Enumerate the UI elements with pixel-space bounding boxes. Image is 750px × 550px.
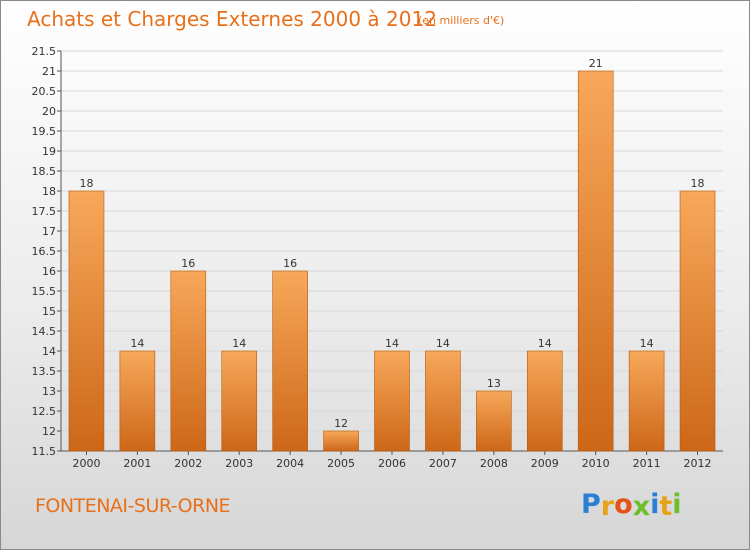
logo-letter: x: [632, 491, 651, 522]
chart-subtitle: (en milliers d'€): [418, 14, 505, 27]
y-tick-label: 14: [42, 345, 56, 358]
logo-letter: r: [600, 491, 615, 522]
y-tick-label: 21.5: [32, 45, 57, 58]
bar-layer: [68, 70, 716, 452]
x-tick-label: 2005: [327, 457, 355, 470]
y-tick-label: 16.5: [32, 245, 57, 258]
bar: [425, 350, 461, 452]
y-tick-label: 18: [42, 185, 56, 198]
bar-value-label: 14: [385, 337, 399, 350]
bar: [323, 430, 359, 452]
y-tick-label: 17: [42, 225, 56, 238]
proxiti-logo: Proxiti: [581, 489, 682, 522]
y-tick-label: 19.5: [32, 125, 57, 138]
y-tick-label: 15.5: [32, 285, 57, 298]
bar: [374, 350, 410, 452]
bar: [577, 70, 614, 452]
bar-value-label: 14: [232, 337, 246, 350]
y-tick-label: 16: [42, 265, 56, 278]
logo-letter: P: [581, 489, 601, 520]
x-tick-label: 2010: [582, 457, 610, 470]
label-layer: 18 2000 14 2001 16 2002 14 2003 16 2004 12 2005 14 20…: [72, 57, 711, 470]
bar: [119, 350, 156, 452]
bar: [526, 350, 563, 452]
y-tick-label: 13.5: [32, 365, 57, 378]
bar: [68, 190, 105, 452]
x-tick-label: 2002: [174, 457, 202, 470]
bar-value-label: 14: [640, 337, 654, 350]
bar-value-label: 12: [334, 417, 348, 430]
x-tick-label: 2006: [378, 457, 406, 470]
bar-value-label: 14: [538, 337, 552, 350]
x-tick-label: 2000: [72, 457, 100, 470]
bar-value-label: 16: [283, 257, 297, 270]
chart-title: Achats et Charges Externes 2000 à 2012: [27, 7, 437, 31]
y-tick-label: 19: [42, 145, 56, 158]
bar-value-label: 14: [130, 337, 144, 350]
y-tick-label: 12.5: [32, 405, 57, 418]
x-tick-label: 2004: [276, 457, 304, 470]
bar-value-label: 16: [181, 257, 195, 270]
bar-value-label: 13: [487, 377, 501, 390]
bar: [221, 350, 258, 452]
x-tick-label: 2001: [123, 457, 151, 470]
y-tick-label: 11.5: [32, 445, 57, 458]
bar-value-label: 14: [436, 337, 450, 350]
x-tick-label: 2008: [480, 457, 508, 470]
logo-letter: t: [659, 491, 673, 522]
x-tick-label: 2007: [429, 457, 457, 470]
y-tick-label: 20: [42, 105, 56, 118]
y-tick-label: 13: [42, 385, 56, 398]
bar: [170, 270, 207, 452]
y-tick-label: 17.5: [32, 205, 57, 218]
y-tick-label: 15: [42, 305, 56, 318]
bar-value-label: 18: [79, 177, 93, 190]
y-tick-label: 18.5: [32, 165, 57, 178]
y-tick-label: 14.5: [32, 325, 57, 338]
x-tick-label: 2011: [633, 457, 661, 470]
bar: [679, 190, 716, 452]
logo-letter: i: [672, 489, 682, 520]
bar-value-label: 21: [589, 57, 603, 70]
bar: [476, 390, 512, 452]
y-tick-label: 12: [42, 425, 56, 438]
bar-value-label: 18: [691, 177, 705, 190]
logo-letter: i: [650, 489, 660, 520]
city-name: FONTENAI-SUR-ORNE: [35, 495, 231, 517]
y-tick-label: 20.5: [32, 85, 57, 98]
x-tick-label: 2009: [531, 457, 559, 470]
x-tick-label: 2012: [684, 457, 712, 470]
bar: [272, 270, 308, 452]
logo-letter: o: [614, 489, 633, 520]
bar: [628, 350, 665, 452]
x-tick-label: 2003: [225, 457, 253, 470]
y-tick-label: 21: [42, 65, 56, 78]
